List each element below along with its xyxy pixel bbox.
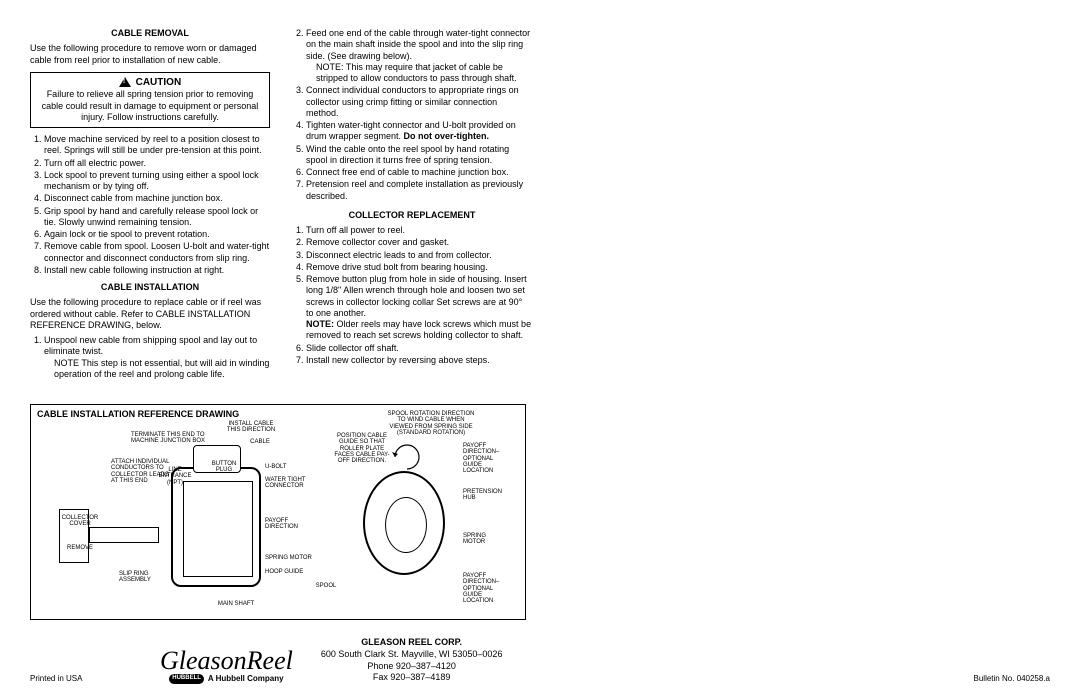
label-remove: REMOVE xyxy=(60,545,100,551)
logo-column: GleasonReel HUBBELL A Hubbell Company xyxy=(160,649,293,684)
list-text: Feed one end of the cable through water-… xyxy=(306,28,530,61)
collector-list: Turn off all power to reel. Remove colle… xyxy=(292,225,532,366)
label-pretension-hub: PRETENSIONHUB xyxy=(463,489,513,502)
list-item: Again lock or tie spool to prevent rotat… xyxy=(44,229,270,240)
cable-install-title: CABLE INSTALLATION xyxy=(30,282,270,293)
install-list-right: Feed one end of the cable through water-… xyxy=(292,28,532,202)
cable-install-intro: Use the following procedure to replace c… xyxy=(30,297,270,331)
list-item: Pretension reel and complete installatio… xyxy=(306,179,532,202)
collector-title: COLLECTOR REPLACEMENT xyxy=(292,210,532,221)
gleason-logo: GleasonReel xyxy=(160,649,293,672)
bold-text: Do not over-tighten. xyxy=(404,131,490,141)
list-item: Disconnect cable from machine junction b… xyxy=(44,193,270,204)
label-payoff-dir: PAYOFFDIRECTION xyxy=(265,518,315,531)
label-install-cable: INSTALL CABLETHIS DIRECTION xyxy=(223,421,279,434)
list-item: Feed one end of the cable through water-… xyxy=(306,28,532,84)
list-item: Disconnect electric leads to and from co… xyxy=(306,250,532,261)
list-item: Wind the cable onto the reel spool by ha… xyxy=(306,144,532,167)
list-item: Connect individual conductors to appropr… xyxy=(306,85,532,119)
caution-header: CAUTION xyxy=(37,77,263,90)
list-item: Tighten water-tight connector and U-bolt… xyxy=(306,120,532,143)
caution-text: Failure to relieve all spring tension pr… xyxy=(37,89,263,123)
list-item: Remove button plug from hole in side of … xyxy=(306,274,532,342)
list-item: Unspool new cable from shipping spool an… xyxy=(44,335,270,380)
list-item: Grip spool by hand and carefully release… xyxy=(44,206,270,229)
label-main-shaft: MAIN SHAFT xyxy=(211,601,261,607)
warning-icon xyxy=(119,77,131,87)
list-item: Turn off all power to reel. xyxy=(306,225,532,236)
list-item: Move machine serviced by reel to a posit… xyxy=(44,134,270,157)
label-spring-motor-l: SPRING MOTOR xyxy=(265,555,325,561)
item-note: NOTE This step is not essential, but wil… xyxy=(44,358,270,381)
label-cable: CABLE xyxy=(245,439,275,445)
reel-side-figure xyxy=(363,471,445,575)
label-slip-ring: SLIP RINGASSEMBLY xyxy=(119,571,167,584)
caution-box: CAUTION Failure to relieve all spring te… xyxy=(30,72,270,128)
cable-removal-title: CABLE REMOVAL xyxy=(30,28,270,39)
item-note: NOTE: This may require that jacket of ca… xyxy=(306,62,532,85)
list-text: Remove button plug from hole in side of … xyxy=(306,274,527,318)
list-item: Remove drive stud bolt from bearing hous… xyxy=(306,262,532,273)
content-columns: CABLE REMOVAL Use the following procedur… xyxy=(30,28,1050,386)
label-spool: SPOOL xyxy=(311,583,341,589)
label-payoff-top: PAYOFFDIRECTION–OPTIONALGUIDELOCATION xyxy=(463,443,511,474)
caution-label: CAUTION xyxy=(136,77,182,88)
cable-removal-intro: Use the following procedure to remove wo… xyxy=(30,43,270,66)
label-button-plug: BUTTONPLUG xyxy=(207,461,241,474)
company-name: GLEASON REEL CORP. xyxy=(321,637,503,649)
printed-in-usa: Printed in USA xyxy=(30,674,82,684)
list-item: Remove cable from spool. Loosen U-bolt a… xyxy=(44,241,270,264)
column-right: Feed one end of the cable through water-… xyxy=(292,28,532,386)
label-collector-cover: COLLECTORCOVER xyxy=(60,515,100,528)
company-fax: Fax 920–387–4189 xyxy=(321,672,503,684)
label-spring-motor-r: SPRINGMOTOR xyxy=(463,533,503,546)
note-text: Older reels may have lock screws which m… xyxy=(306,319,531,340)
reel-inner xyxy=(183,481,253,577)
label-terminate: TERMINATE THIS END TOMACHINE JUNCTION BO… xyxy=(131,432,221,445)
label-water-tight: WATER TIGHTCONNECTOR xyxy=(265,477,325,490)
list-text: Unspool new cable from shipping spool an… xyxy=(44,335,257,356)
label-line-entrance: LINEENTRANCE(NPT) xyxy=(155,467,195,486)
removal-list: Move machine serviced by reel to a posit… xyxy=(30,134,270,276)
shaft-figure xyxy=(89,527,159,543)
label-position-cable: POSITION CABLEGUIDE SO THATROLLER PLATEF… xyxy=(327,433,397,464)
company-address: 600 South Clark St. Mayville, WI 53050–0… xyxy=(321,649,503,661)
list-item: Remove collector cover and gasket. xyxy=(306,237,532,248)
list-item: Lock spool to prevent turning using eith… xyxy=(44,170,270,193)
list-item: Install new collector by reversing above… xyxy=(306,355,532,366)
label-spool-rotation: SPOOL ROTATION DIRECTIONTO WIND CABLE WH… xyxy=(371,411,491,436)
drawing-title: CABLE INSTALLATION REFERENCE DRAWING xyxy=(37,409,239,420)
label-ubolt: U-BOLT xyxy=(265,464,295,470)
reference-drawing: CABLE INSTALLATION REFERENCE DRAWING TER… xyxy=(30,404,526,620)
list-item: Slide collector off shaft. xyxy=(306,343,532,354)
label-payoff-bot: PAYOFFDIRECTION–OPTIONALGUIDELOCATION xyxy=(463,573,511,604)
note-label: NOTE: xyxy=(306,319,334,329)
hubbell-text: A Hubbell Company xyxy=(208,674,284,683)
company-info: GLEASON REEL CORP. 600 South Clark St. M… xyxy=(321,637,503,684)
footer-row: GleasonReel HUBBELL A Hubbell Company GL… xyxy=(160,637,1050,684)
install-list-left: Unspool new cable from shipping spool an… xyxy=(30,335,270,380)
company-phone: Phone 920–387–4120 xyxy=(321,661,503,673)
list-item: Connect free end of cable to machine jun… xyxy=(306,167,532,178)
bulletin-number: Bulletin No. 040258.a xyxy=(974,674,1051,684)
hubbell-line: HUBBELL A Hubbell Company xyxy=(160,674,293,684)
label-hoop-guide: HOOP GUIDE xyxy=(265,569,325,575)
hubbell-badge: HUBBELL xyxy=(169,674,204,684)
reel-side-inner xyxy=(385,497,427,553)
list-item: Turn off all electric power. xyxy=(44,158,270,169)
list-item: Install new cable following instruction … xyxy=(44,265,270,276)
page-footer: GleasonReel HUBBELL A Hubbell Company GL… xyxy=(30,637,1050,684)
column-left: CABLE REMOVAL Use the following procedur… xyxy=(30,28,270,386)
